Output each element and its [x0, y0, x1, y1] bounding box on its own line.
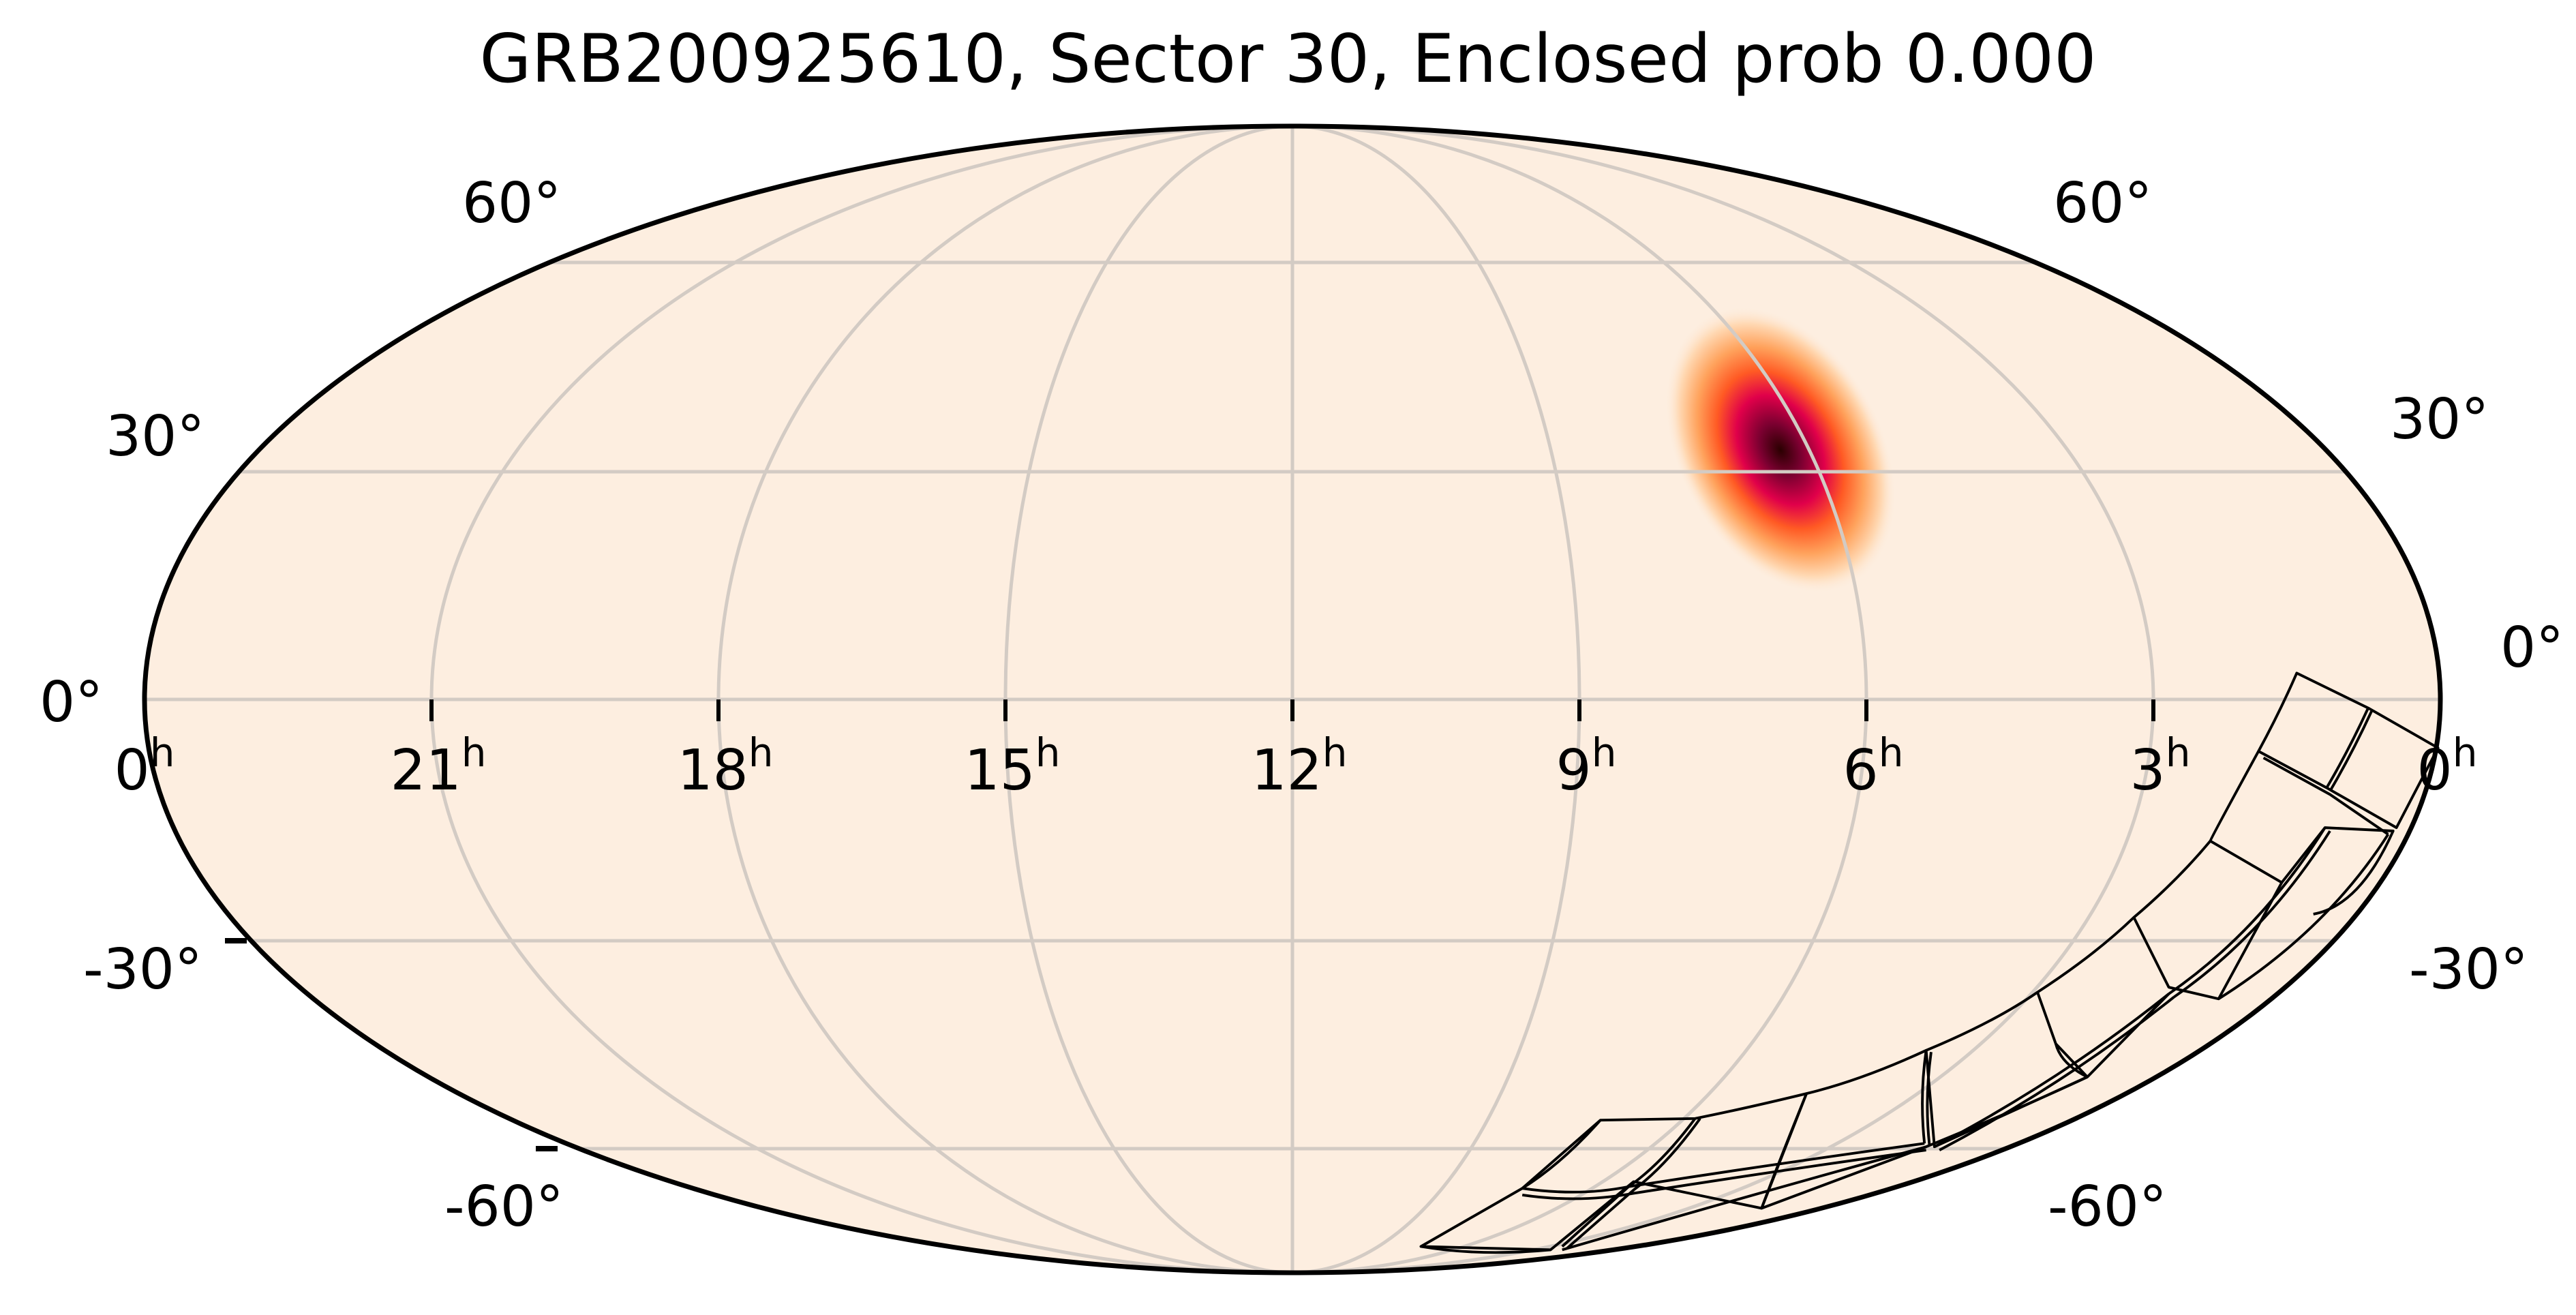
dec-label-left-0: 0° [40, 670, 104, 735]
ra-tick-marks [429, 699, 2155, 721]
dec-tick-marks [225, 938, 558, 1151]
sky-outline [142, 123, 2443, 1275]
dec-label-left-minus60: -60° [444, 1175, 564, 1239]
dec-label-right-0: 0° [2500, 616, 2564, 680]
ra-label-21h: 21h [390, 729, 487, 803]
chart-title: GRB200925610, Sector 30, Enclosed prob 0… [479, 20, 2097, 98]
ra-label-3h: 3h [2130, 729, 2191, 803]
ra-label-6h: 6h [1843, 729, 1904, 803]
ra-label-15h: 15h [964, 729, 1061, 803]
dec-label-left-minus30: -30° [83, 937, 202, 1002]
ra-label-0h-right: 0h [2416, 729, 2478, 803]
sector-footprint [1419, 671, 2440, 1254]
dec-label-left-60: 60° [462, 171, 562, 236]
ra-label-12h: 12h [1251, 729, 1348, 803]
ra-label-18h: 18h [677, 729, 774, 803]
dec-label-right-30: 30° [2390, 387, 2489, 452]
dec-label-left-30: 30° [106, 404, 205, 469]
dec-label-right-minus60: -60° [2048, 1175, 2167, 1239]
dec-label-right-60: 60° [2053, 171, 2153, 236]
ra-label-9h: 9h [1556, 729, 1617, 803]
ra-label-0h-left: 0h [114, 729, 175, 803]
dec-label-right-minus30: -30° [2409, 937, 2528, 1002]
